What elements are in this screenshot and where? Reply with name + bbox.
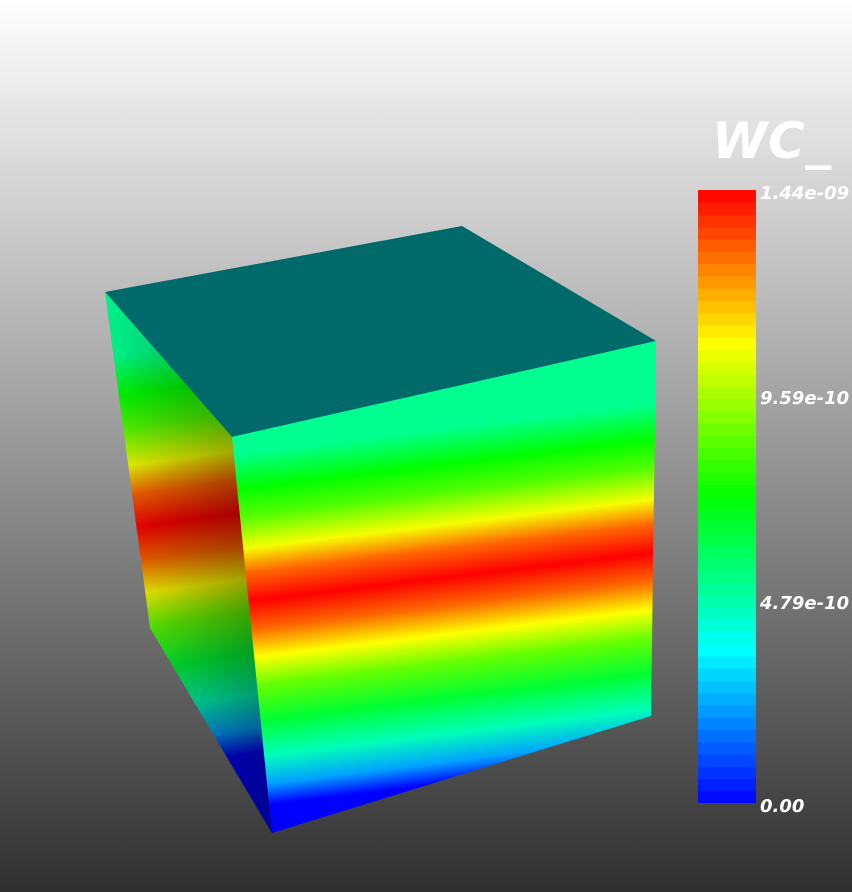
scalar-bar-band [698, 239, 756, 252]
cube-top-face [105, 226, 656, 437]
scalar-bar-band [698, 717, 756, 731]
scalar-bar-band [698, 447, 756, 461]
scalar-bar-band [698, 533, 756, 547]
scalar-bar-band [698, 680, 756, 694]
scalar-bar-band [698, 288, 756, 301]
scalar-bar-band [698, 741, 756, 755]
scalar-bar-band [698, 312, 756, 326]
scalar-bar-band [698, 459, 756, 473]
scalar-bar-band [698, 606, 756, 620]
cube[interactable] [105, 226, 656, 833]
scalar-bar-band [698, 202, 756, 216]
scalar-bar-band [698, 704, 756, 718]
scalar-bar-band [698, 557, 756, 571]
scalar-bar-tick-2: 9.59e-10 [760, 388, 850, 409]
scalar-bar-band [698, 668, 756, 681]
scalar-bar-band [698, 631, 756, 645]
scalar-bar-tick-1: 4.79e-10 [760, 593, 850, 614]
scalar-bar-band [698, 643, 756, 657]
scalar-bar [698, 190, 756, 803]
scalar-bar-tick-min: 0.00 [760, 796, 805, 817]
cube-front-face [232, 341, 656, 833]
scalar-bar-band [698, 655, 756, 669]
scalar-bar-band [698, 275, 756, 289]
scalar-bar-band [698, 594, 756, 608]
scalar-bar-band [698, 496, 756, 510]
scalar-bar-band [698, 226, 756, 240]
scalar-bar-band [698, 300, 756, 314]
scalar-bar-band [698, 214, 756, 228]
scalar-bar-band [698, 545, 756, 559]
scalar-bar-band [698, 410, 756, 424]
scalar-bar-band [698, 361, 756, 375]
scalar-bar-band [698, 753, 756, 767]
scalar-bar-band [698, 398, 756, 412]
scalar-bar-band [698, 337, 756, 350]
scalar-bar-band [698, 778, 756, 792]
scalar-bar-band [698, 324, 756, 338]
scalar-bar-band [698, 729, 756, 743]
scalar-bar-band [698, 766, 756, 780]
scalar-bar-band [698, 619, 756, 632]
scalar-bar-title: WC_ [712, 112, 832, 170]
scalar-bar-bands [698, 190, 756, 803]
scalar-bar-band [698, 263, 756, 277]
scalar-bar-band [698, 422, 756, 436]
scalar-bar-band [698, 484, 756, 498]
scalar-bar-band [698, 386, 756, 400]
scalar-bar-band [698, 251, 756, 265]
scalar-bar-band [698, 790, 756, 803]
scalar-bar-band [698, 349, 756, 363]
scalar-bar-band [698, 471, 756, 485]
scalar-bar-band [698, 521, 756, 534]
scalar-bar-band [698, 582, 756, 596]
cube-left-face-shade [105, 292, 272, 833]
scalar-bar-band [698, 190, 756, 203]
scalar-bar-band [698, 435, 756, 449]
scalar-bar-band [698, 373, 756, 387]
scalar-bar-band [698, 692, 756, 706]
scalar-bar-band [698, 570, 756, 583]
scalar-bar-band [698, 508, 756, 522]
scalar-bar-tick-max: 1.44e-09 [760, 183, 850, 204]
